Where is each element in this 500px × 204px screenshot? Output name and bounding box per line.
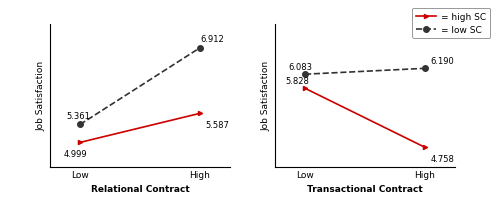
Legend: = high SC, = low SC: = high SC, = low SC	[412, 9, 490, 39]
Text: 6.190: 6.190	[430, 57, 454, 65]
Text: 5.587: 5.587	[206, 121, 230, 130]
Text: 6.912: 6.912	[200, 35, 224, 44]
Y-axis label: Job Satisfaction: Job Satisfaction	[37, 61, 46, 131]
X-axis label: Transactional Contract: Transactional Contract	[307, 185, 423, 193]
Text: 4.999: 4.999	[64, 150, 87, 159]
Text: 4.758: 4.758	[430, 154, 454, 163]
Y-axis label: Job Satisfaction: Job Satisfaction	[262, 61, 271, 131]
Text: 6.083: 6.083	[288, 62, 312, 71]
Text: 5.828: 5.828	[286, 76, 310, 85]
Text: 5.361: 5.361	[66, 111, 90, 120]
X-axis label: Relational Contract: Relational Contract	[90, 185, 190, 193]
